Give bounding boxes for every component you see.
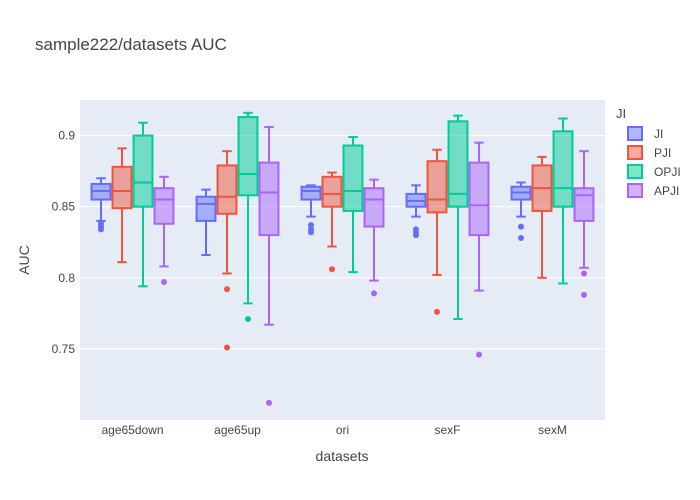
- iqr-box: [468, 161, 490, 237]
- legend-swatch: [627, 126, 643, 141]
- y-tick-label: 0.85: [52, 200, 76, 214]
- outlier-point: [434, 308, 440, 315]
- y-axis-title: AUC: [16, 245, 32, 275]
- x-tick-label: sexF: [434, 423, 460, 437]
- box-ji-age65down: [90, 177, 112, 233]
- legend-item-pji[interactable]: PJI: [627, 145, 671, 160]
- legend-item-ji[interactable]: JI: [627, 126, 663, 141]
- iqr-box: [300, 185, 322, 201]
- iqr-box: [573, 187, 595, 222]
- box-opji-age65up: [237, 111, 259, 323]
- box-apji-age65down: [153, 175, 175, 286]
- y-tick-label: 0.8: [58, 271, 75, 285]
- outlier-point: [161, 279, 167, 286]
- box-ji-sexM: [510, 181, 532, 241]
- series-pji: [111, 147, 553, 351]
- legend-label: PJI: [654, 146, 671, 160]
- box-ji-ori: [300, 184, 322, 236]
- iqr-box: [132, 134, 154, 208]
- box-opji-sexF: [447, 114, 469, 321]
- box-ji-age65up: [195, 188, 217, 257]
- x-tick-label: sexM: [538, 423, 567, 437]
- box-pji-sexF: [426, 148, 448, 315]
- x-tick-label: ori: [336, 423, 349, 437]
- legend-title: JI: [616, 106, 626, 121]
- outlier-point: [224, 286, 230, 293]
- outlier-point: [245, 316, 251, 323]
- outlier-point: [518, 234, 524, 241]
- box-apji-sexM: [573, 150, 595, 298]
- legend-swatch: [627, 164, 643, 179]
- series-apji: [153, 126, 595, 406]
- box-opji-ori: [342, 135, 364, 274]
- legend-label: APJI: [654, 184, 679, 198]
- legend-label: JI: [654, 127, 663, 141]
- iqr-box: [195, 195, 217, 222]
- outlier-point: [413, 226, 419, 233]
- outlier-point: [581, 270, 587, 277]
- iqr-box: [447, 120, 469, 208]
- legend-label: OPJI: [654, 165, 681, 179]
- x-tick-label: age65up: [214, 423, 261, 437]
- outlier-point: [581, 291, 587, 298]
- iqr-box: [552, 130, 574, 208]
- iqr-box: [258, 161, 280, 237]
- outlier-point: [308, 222, 314, 229]
- outlier-point: [266, 399, 272, 406]
- box-pji-age65up: [216, 150, 238, 351]
- iqr-box: [153, 187, 175, 225]
- box-apji-sexF: [468, 141, 490, 358]
- box-series: [90, 111, 595, 406]
- x-axis-title: datasets: [316, 448, 369, 464]
- y-tick-label: 0.75: [52, 342, 76, 356]
- legend: JI JI PJI OPJI APJI: [616, 106, 681, 198]
- outlier-point: [371, 290, 377, 297]
- legend-item-apji[interactable]: APJI: [627, 183, 679, 198]
- outlier-point: [329, 266, 335, 273]
- box-opji-sexM: [552, 117, 574, 285]
- box-pji-sexM: [531, 155, 553, 279]
- iqr-box: [426, 160, 448, 214]
- legend-swatch: [627, 183, 643, 198]
- box-opji-age65down: [132, 121, 154, 288]
- outlier-point: [98, 220, 104, 227]
- legend-item-opji[interactable]: OPJI: [627, 164, 681, 179]
- series-ji: [90, 177, 532, 257]
- outlier-point: [476, 351, 482, 358]
- y-tick-label: 0.9: [58, 129, 75, 143]
- x-tick-label: age65down: [101, 423, 163, 437]
- iqr-box: [216, 164, 238, 215]
- box-apji-age65up: [258, 126, 280, 406]
- box-pji-ori: [321, 171, 343, 273]
- outlier-point: [224, 344, 230, 351]
- box-apji-ori: [363, 178, 385, 297]
- legend-swatch: [627, 145, 643, 160]
- box-ji-sexF: [405, 184, 427, 239]
- iqr-box: [321, 175, 343, 208]
- iqr-box: [342, 144, 364, 212]
- outlier-point: [308, 226, 314, 233]
- iqr-box: [363, 187, 385, 228]
- iqr-box: [237, 116, 259, 197]
- plot-area: [80, 100, 605, 420]
- chart-title: sample222/datasets AUC: [35, 35, 227, 54]
- iqr-box: [111, 165, 133, 210]
- x-tick-labels: age65down age65up ori sexF sexM: [101, 423, 566, 437]
- series-opji: [132, 111, 574, 323]
- y-tick-labels: 0.75 0.8 0.85 0.9: [52, 129, 76, 356]
- box-pji-age65down: [111, 147, 133, 264]
- outlier-point: [518, 223, 524, 230]
